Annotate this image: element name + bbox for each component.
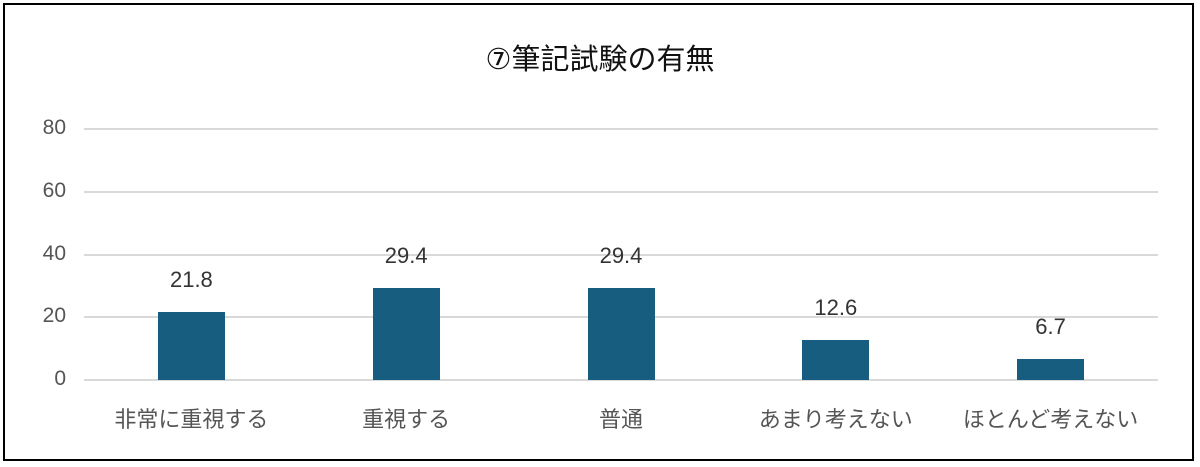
y-tick-label: 60 xyxy=(42,178,66,202)
bar[interactable] xyxy=(157,311,225,380)
x-category-label: 非常に重視する xyxy=(114,408,269,433)
bar[interactable] xyxy=(372,287,440,380)
x-category-label: ほとんど考えない xyxy=(962,408,1139,433)
bar[interactable] xyxy=(802,340,870,380)
x-category-label: 重視する xyxy=(362,408,451,433)
data-label: 21.8 xyxy=(169,266,213,292)
y-tick-label: 20 xyxy=(42,304,66,328)
data-label: 12.6 xyxy=(814,295,858,321)
gridline xyxy=(84,128,1158,131)
gridline xyxy=(84,190,1158,193)
chart-frame xyxy=(3,3,1194,461)
gridline xyxy=(84,253,1158,256)
y-tick-label: 0 xyxy=(54,367,66,390)
y-tick-label: 40 xyxy=(42,241,66,265)
bar[interactable] xyxy=(587,287,655,380)
x-category-label: 普通 xyxy=(598,408,643,433)
chart-title: ⑦筆記試験の有無 xyxy=(485,42,715,76)
data-label: 6.7 xyxy=(1035,313,1066,339)
bar[interactable] xyxy=(1017,358,1085,380)
gridline xyxy=(84,379,1158,381)
y-tick-label: 80 xyxy=(42,116,66,140)
x-category-label: あまり考えない xyxy=(758,408,913,433)
data-label: 29.4 xyxy=(599,242,643,268)
data-label: 29.4 xyxy=(384,242,428,268)
